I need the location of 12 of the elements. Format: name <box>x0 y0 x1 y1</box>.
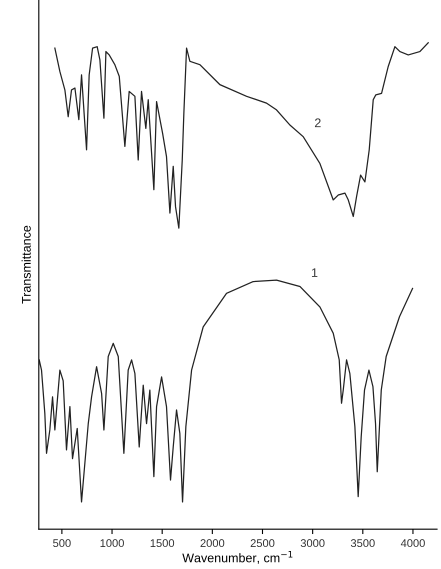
annotation: 1 <box>312 268 318 277</box>
x-tick-label: 2500 <box>250 539 274 548</box>
x-tick-label: 2000 <box>200 539 224 548</box>
x-tick-label: 500 <box>53 539 71 548</box>
x-tick-label: 3500 <box>350 539 375 548</box>
x-tick-label: 1500 <box>150 539 174 548</box>
annotation: 2 <box>314 118 321 128</box>
x-tick-label: 4000 <box>400 539 425 548</box>
x-tick-label: 3000 <box>300 539 325 548</box>
x-axis-title: Wavenumber, cm$^{−1}$ <box>182 551 292 564</box>
x-tick-label: 1000 <box>100 539 124 548</box>
y-axis-title: Transmittance <box>22 226 31 304</box>
